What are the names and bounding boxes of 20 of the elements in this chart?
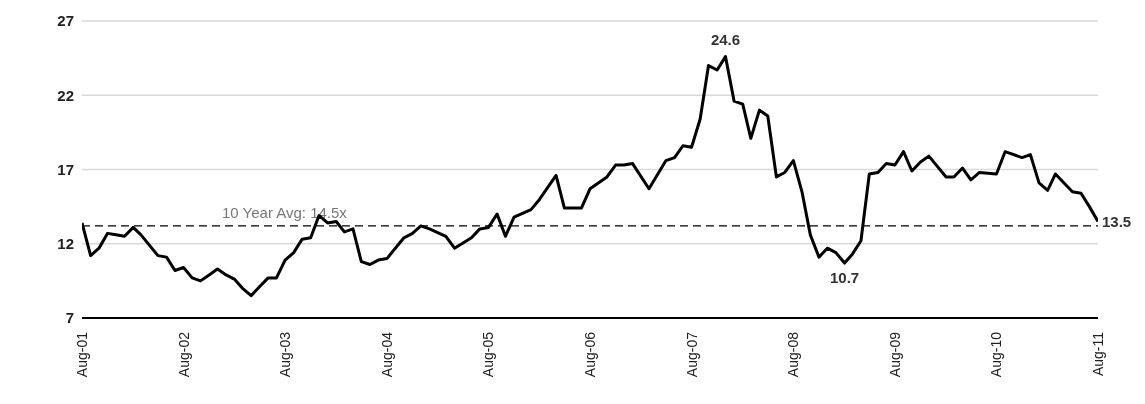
y-tick-label: 17	[57, 160, 74, 178]
data-label: 13.5	[1102, 213, 1132, 231]
x-tick-label: Aug-11	[1090, 331, 1106, 377]
x-tick-label: Aug-04	[378, 331, 395, 378]
x-tick-label: Aug-05	[480, 331, 497, 378]
y-tick-label: 12	[57, 235, 74, 253]
data-label: 10.7	[829, 269, 860, 287]
x-tick-label: Aug-08	[785, 331, 802, 378]
x-tick-label: Aug-06	[582, 331, 598, 378]
annotation: 10 Year Avg: 14.5x	[222, 203, 348, 221]
y-tick-label: 22	[57, 86, 74, 104]
y-tick-label: 7	[65, 309, 74, 327]
x-tick-label: Aug-01	[74, 331, 90, 378]
data-label: 24.6	[710, 30, 741, 48]
x-tick-label: Aug-02	[175, 331, 192, 378]
y-tick-label: 27	[57, 12, 74, 30]
x-tick-label: Aug-10	[988, 331, 1005, 378]
x-tick-label: Aug-07	[683, 331, 700, 378]
x-tick-label: Aug-03	[277, 331, 294, 378]
x-tick-label: Aug-09	[886, 331, 903, 378]
